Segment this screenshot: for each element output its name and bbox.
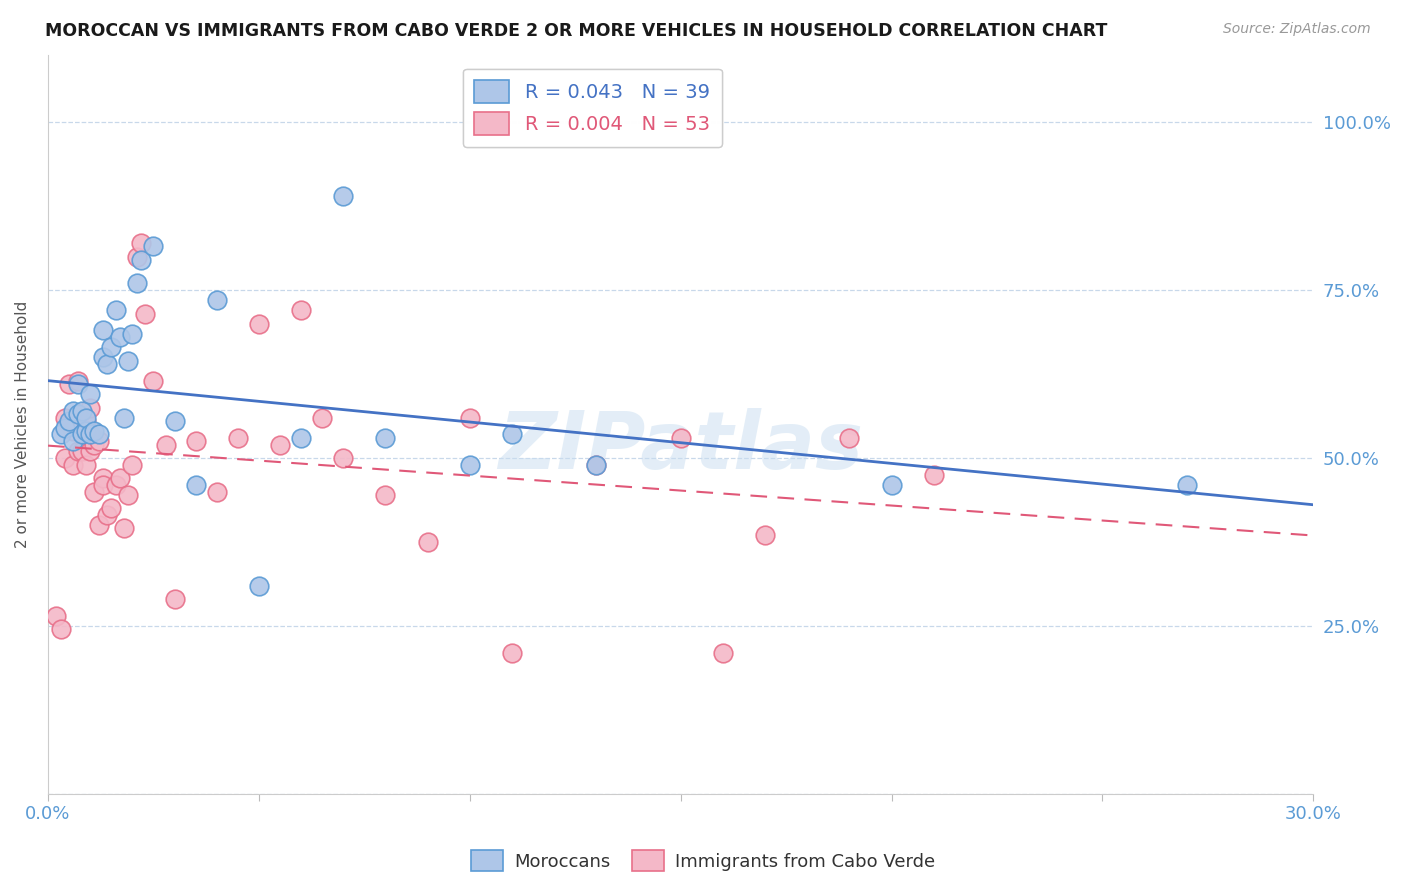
Point — [79, 387, 101, 401]
Point — [247, 317, 270, 331]
Point — [66, 408, 89, 422]
Point — [66, 377, 89, 392]
Point — [922, 467, 945, 482]
Point — [49, 622, 72, 636]
Point — [62, 458, 84, 472]
Point — [142, 239, 165, 253]
Point — [332, 189, 354, 203]
Text: Source: ZipAtlas.com: Source: ZipAtlas.com — [1223, 22, 1371, 37]
Point — [501, 427, 523, 442]
Point — [66, 444, 89, 458]
Point — [49, 427, 72, 442]
Point — [83, 484, 105, 499]
Point — [58, 414, 80, 428]
Point — [125, 277, 148, 291]
Point — [53, 450, 76, 465]
Point — [269, 437, 291, 451]
Point — [70, 404, 93, 418]
Point — [669, 431, 692, 445]
Point — [332, 450, 354, 465]
Point — [58, 417, 80, 432]
Point — [104, 478, 127, 492]
Point — [129, 236, 152, 251]
Point — [108, 471, 131, 485]
Point — [79, 427, 101, 442]
Point — [247, 578, 270, 592]
Point — [58, 377, 80, 392]
Point — [501, 646, 523, 660]
Legend: R = 0.043   N = 39, R = 0.004   N = 53: R = 0.043 N = 39, R = 0.004 N = 53 — [463, 69, 721, 146]
Point — [374, 431, 396, 445]
Point — [184, 434, 207, 449]
Point — [62, 434, 84, 449]
Legend: Moroccans, Immigrants from Cabo Verde: Moroccans, Immigrants from Cabo Verde — [464, 843, 942, 879]
Point — [70, 427, 93, 442]
Point — [585, 458, 607, 472]
Point — [226, 431, 249, 445]
Point — [458, 410, 481, 425]
Point — [91, 323, 114, 337]
Point — [75, 458, 97, 472]
Point — [290, 431, 312, 445]
Point — [184, 478, 207, 492]
Point — [125, 250, 148, 264]
Point — [96, 357, 118, 371]
Point — [75, 424, 97, 438]
Point — [91, 471, 114, 485]
Point — [838, 431, 860, 445]
Point — [79, 444, 101, 458]
Point — [70, 444, 93, 458]
Point — [53, 410, 76, 425]
Point — [458, 458, 481, 472]
Point — [53, 421, 76, 435]
Point — [163, 414, 186, 428]
Point — [117, 488, 139, 502]
Point — [163, 591, 186, 606]
Point — [66, 374, 89, 388]
Point — [121, 458, 143, 472]
Point — [75, 410, 97, 425]
Point — [108, 330, 131, 344]
Point — [83, 437, 105, 451]
Point — [75, 414, 97, 428]
Point — [134, 307, 156, 321]
Point — [91, 351, 114, 365]
Point — [100, 340, 122, 354]
Point — [62, 424, 84, 438]
Point — [87, 434, 110, 449]
Point — [754, 528, 776, 542]
Point — [205, 293, 228, 308]
Text: ZIPatlas: ZIPatlas — [498, 408, 863, 485]
Point — [70, 421, 93, 435]
Point — [91, 478, 114, 492]
Point — [1175, 478, 1198, 492]
Point — [83, 424, 105, 438]
Point — [880, 478, 903, 492]
Point — [585, 458, 607, 472]
Point — [416, 535, 439, 549]
Point — [79, 401, 101, 415]
Point — [117, 353, 139, 368]
Point — [87, 518, 110, 533]
Point — [104, 303, 127, 318]
Point — [205, 484, 228, 499]
Point — [290, 303, 312, 318]
Point — [155, 437, 177, 451]
Point — [711, 646, 734, 660]
Point — [100, 501, 122, 516]
Point — [62, 404, 84, 418]
Point — [87, 427, 110, 442]
Point — [374, 488, 396, 502]
Text: MOROCCAN VS IMMIGRANTS FROM CABO VERDE 2 OR MORE VEHICLES IN HOUSEHOLD CORRELATI: MOROCCAN VS IMMIGRANTS FROM CABO VERDE 2… — [45, 22, 1108, 40]
Point — [129, 252, 152, 267]
Point — [112, 521, 135, 535]
Point — [112, 410, 135, 425]
Point — [142, 374, 165, 388]
Point — [45, 608, 67, 623]
Point — [121, 326, 143, 341]
Point — [96, 508, 118, 522]
Y-axis label: 2 or more Vehicles in Household: 2 or more Vehicles in Household — [15, 301, 30, 548]
Point — [311, 410, 333, 425]
